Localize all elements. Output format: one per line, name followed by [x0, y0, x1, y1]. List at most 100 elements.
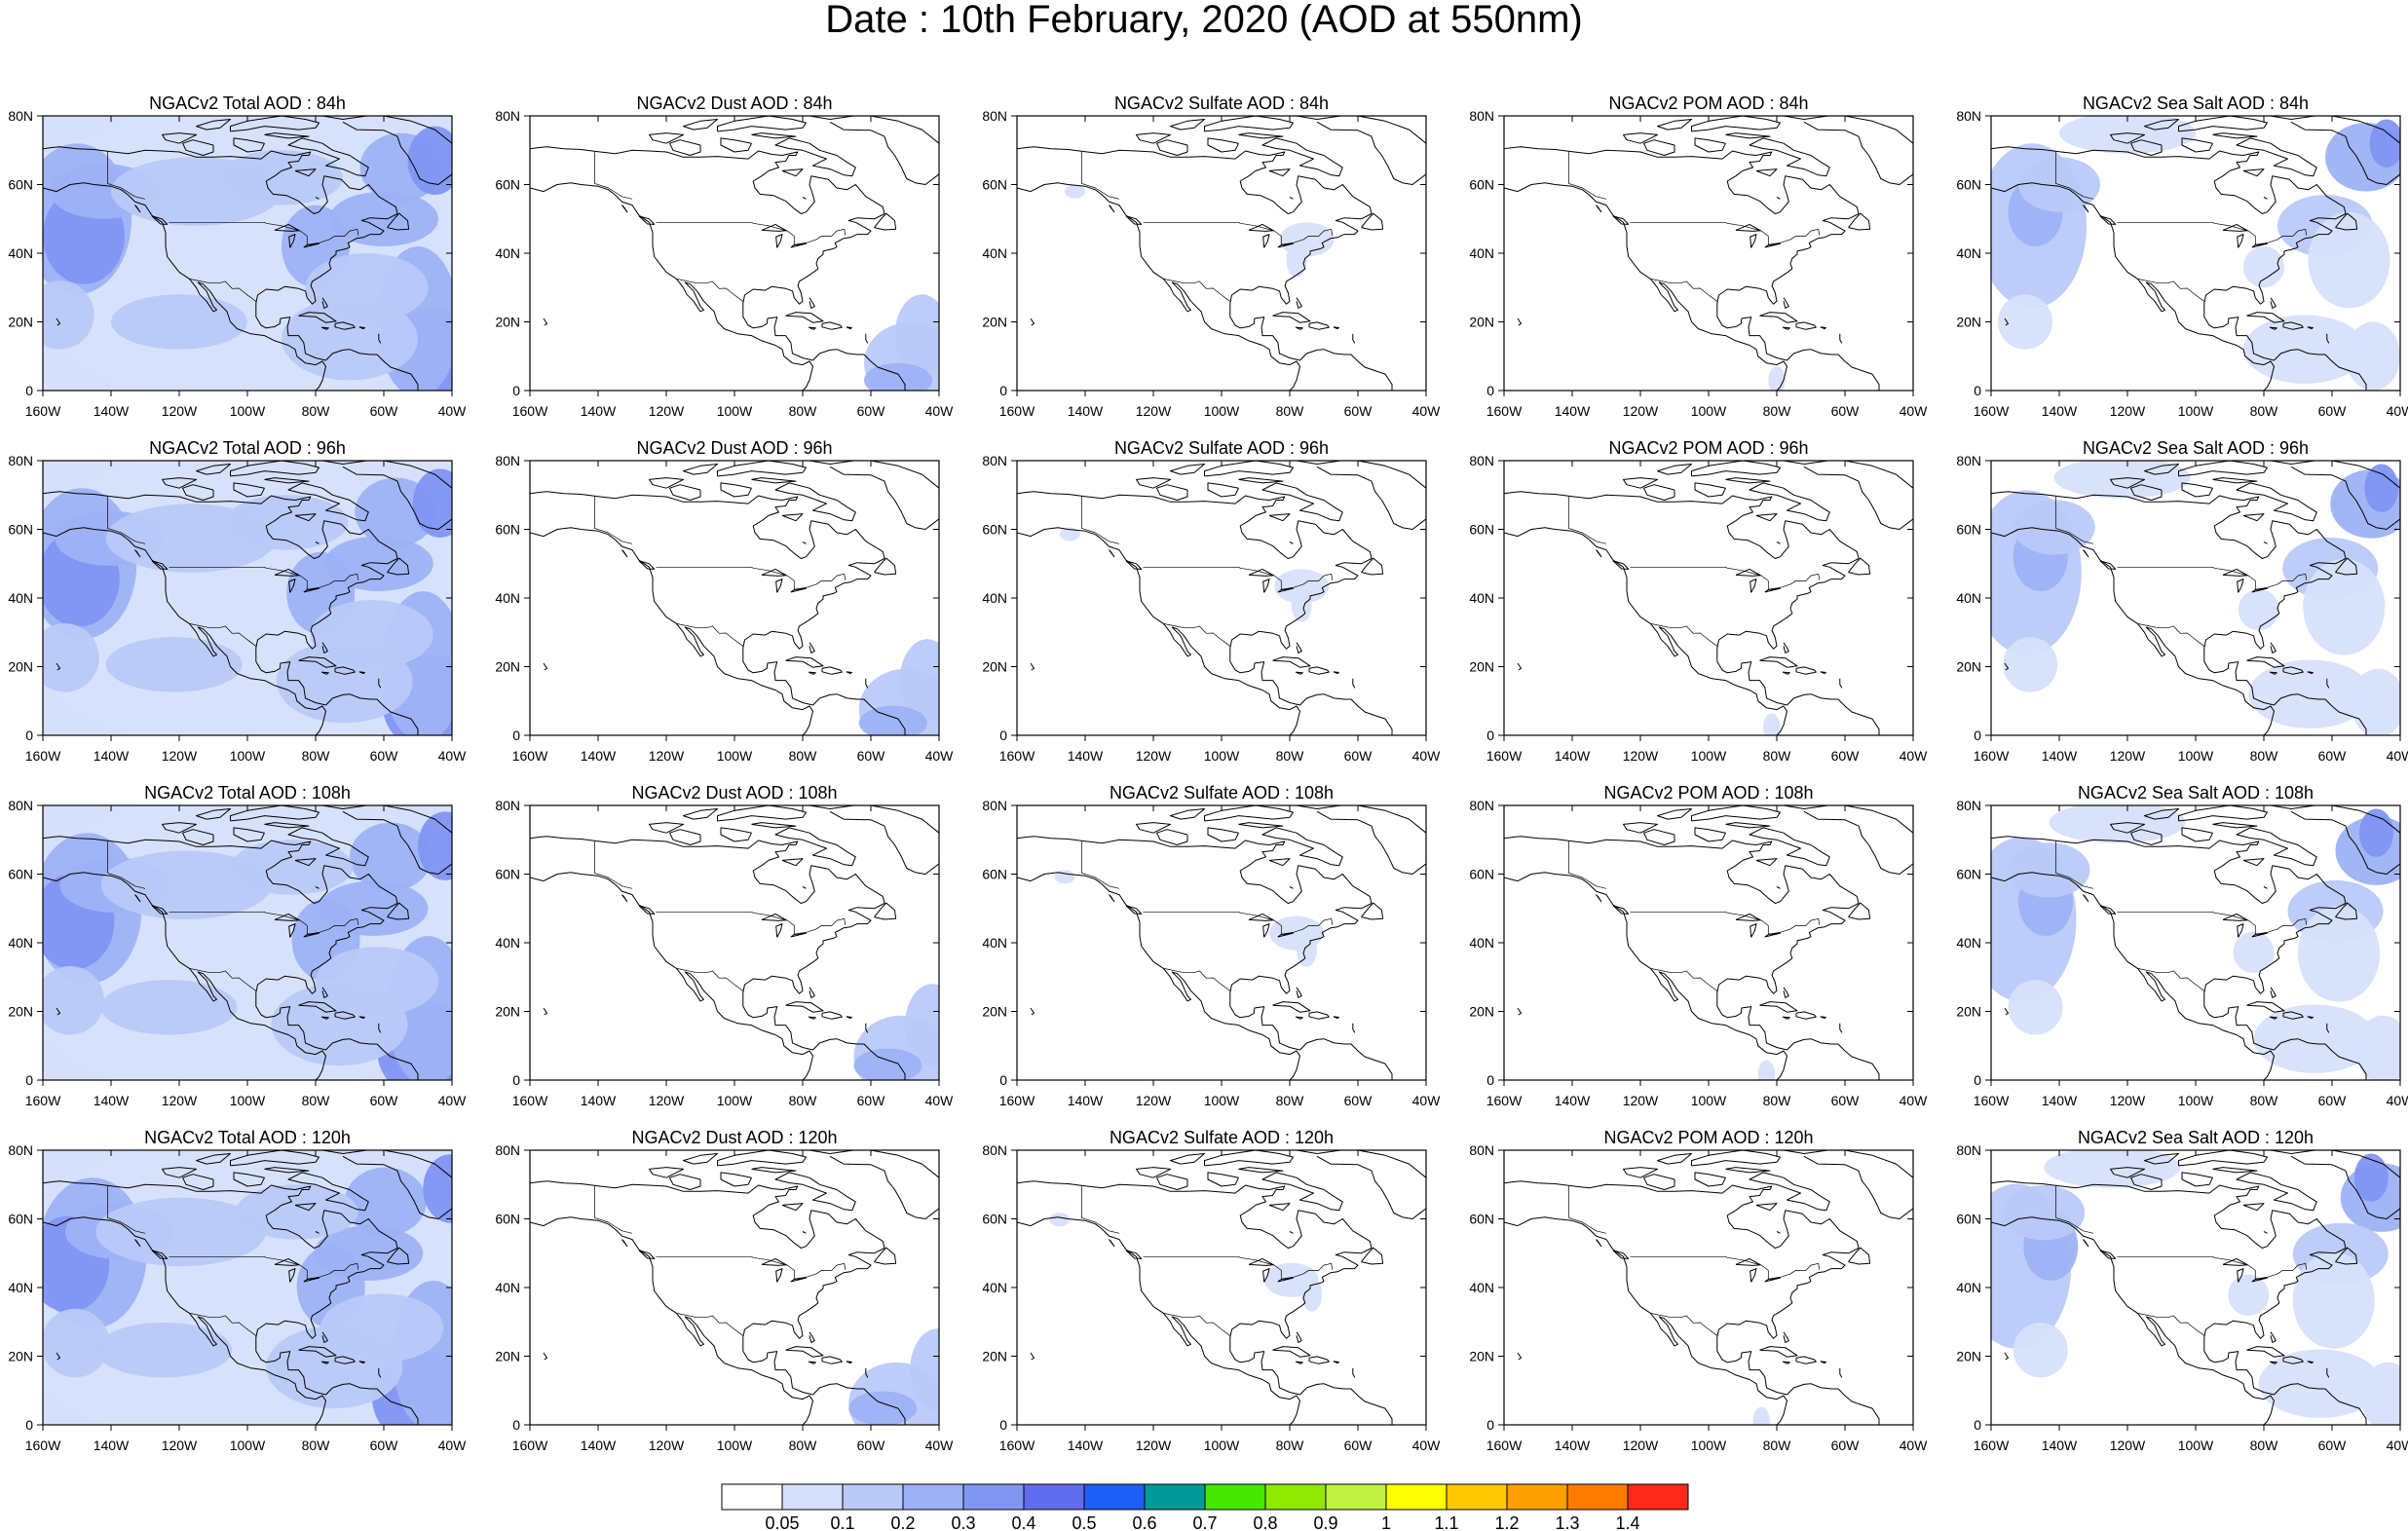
lon-tick-label: 100W: [1691, 1438, 1727, 1453]
map-panel: NGACv2 Total AOD : 84h 160W 140W 120W 100W 80…: [8, 93, 467, 419]
lat-tick-label: 60N: [8, 177, 33, 193]
lon-tick-label: 140W: [1555, 748, 1591, 764]
coastlines: [530, 805, 939, 1080]
pom-aod-field: [1757, 1060, 1776, 1080]
lat-tick-label: 0: [1486, 1417, 1494, 1433]
lon-tick-label: 80W: [1763, 403, 1792, 419]
lon-tick-label: 60W: [1344, 1093, 1373, 1108]
lat-tick-label: 80N: [495, 453, 520, 468]
lat-tick-label: 0: [999, 728, 1007, 743]
lat-tick-label: 60N: [495, 1212, 520, 1227]
lon-tick-label: 60W: [1831, 1093, 1861, 1108]
aod-blob: [1752, 1406, 1770, 1425]
panel-title: NGACv2 Sulfate AOD : 108h: [1110, 783, 1334, 803]
colorbar-label: 0.9: [1313, 1513, 1337, 1531]
lat-tick-label: 40N: [495, 1280, 520, 1295]
colorbar-label: 1.1: [1434, 1513, 1458, 1531]
map-panel: NGACv2 POM AOD : 120h 160W 140W 120W 100W 80W…: [1469, 1128, 1928, 1453]
lon-tick-label: 120W: [1623, 403, 1659, 419]
colorbar-swatch: [1023, 1483, 1085, 1511]
lon-tick-label: 80W: [789, 1093, 818, 1108]
lat-tick-label: 20N: [982, 1004, 1007, 1020]
colorbar-label: 0.05: [765, 1513, 799, 1531]
lon-tick-label: 140W: [1068, 1093, 1104, 1108]
lon-tick-label: 160W: [1974, 1438, 2010, 1453]
lat-tick-label: 40N: [8, 1280, 33, 1295]
panel-title: NGACv2 Dust AOD : 96h: [636, 438, 832, 458]
lat-tick-label: 0: [999, 383, 1007, 398]
lat-tick-label: 0: [25, 728, 33, 743]
lon-tick-label: 100W: [2178, 748, 2214, 764]
colorbar-swatch: [902, 1483, 964, 1511]
aod-blob: [899, 639, 939, 722]
colorbar-swatch: [1446, 1483, 1508, 1511]
colorbar-label: 0.5: [1072, 1513, 1096, 1531]
lon-tick-label: 60W: [2318, 1438, 2348, 1453]
lon-tick-label: 60W: [857, 403, 886, 419]
aod-blob: [1065, 184, 1085, 199]
total-aod-field: [43, 461, 452, 735]
lon-tick-label: 80W: [1276, 403, 1305, 419]
lat-tick-label: 40N: [495, 935, 520, 951]
map-area: [530, 805, 939, 1080]
colorbar-swatch: [781, 1483, 844, 1511]
lon-tick-label: 60W: [1344, 748, 1373, 764]
lon-tick-label: 60W: [370, 1093, 399, 1108]
lon-tick-label: 40W: [1412, 1438, 1442, 1453]
lat-tick-label: 80N: [495, 108, 520, 124]
lat-tick-label: 20N: [8, 1004, 33, 1020]
map-area: [1017, 116, 1426, 391]
lat-tick-label: 80N: [1469, 453, 1494, 468]
pom-aod-field: [1752, 1406, 1770, 1425]
lat-tick-label: 60N: [495, 867, 520, 882]
lon-tick-label: 100W: [717, 1093, 753, 1108]
lon-tick-label: 40W: [438, 1438, 468, 1453]
aod-blob: [350, 822, 432, 892]
aod-blob: [319, 880, 429, 936]
colorbar-label: 0.4: [1011, 1513, 1035, 1531]
lat-tick-label: 20N: [1469, 315, 1494, 330]
map-panel: NGACv2 Sea Salt AOD : 84h 160W 140W 120W 100…: [1956, 93, 2408, 419]
lon-tick-label: 160W: [25, 403, 61, 419]
lat-tick-label: 80N: [1956, 798, 1981, 813]
aod-blob: [43, 280, 94, 350]
lon-tick-label: 140W: [2042, 748, 2078, 764]
coastlines: [43, 1150, 452, 1425]
lat-tick-label: 40N: [1469, 590, 1494, 606]
lon-tick-label: 120W: [162, 1093, 198, 1108]
aod-blob: [225, 495, 349, 550]
lon-tick-label: 120W: [162, 748, 198, 764]
lon-tick-label: 120W: [2110, 1438, 2146, 1453]
aod-blob: [2369, 119, 2400, 168]
total-aod-field: [43, 805, 452, 1080]
lat-tick-label: 40N: [8, 245, 33, 261]
aod-blob: [1301, 1277, 1323, 1312]
map-area: [43, 805, 452, 1080]
lon-tick-label: 140W: [581, 403, 617, 419]
lat-tick-label: 60N: [982, 522, 1007, 538]
panel-title: NGACv2 Dust AOD : 84h: [636, 93, 832, 113]
lat-tick-label: 0: [512, 383, 520, 398]
aod-blob: [95, 1197, 267, 1267]
lon-tick-label: 40W: [2387, 1438, 2408, 1453]
colorbar-label: 1.2: [1494, 1513, 1519, 1531]
lat-tick-label: 40N: [982, 935, 1007, 951]
lon-tick-label: 60W: [370, 1438, 399, 1453]
lon-tick-label: 160W: [1974, 1093, 2010, 1108]
aod-blob: [2228, 1274, 2270, 1316]
lon-tick-label: 100W: [1204, 748, 1240, 764]
aod-blob: [111, 294, 247, 350]
lon-tick-label: 40W: [1900, 1093, 1929, 1108]
lat-tick-label: 80N: [8, 453, 33, 468]
aod-blob: [2253, 1004, 2377, 1073]
lat-tick-label: 20N: [982, 315, 1007, 330]
lon-tick-label: 120W: [1136, 1438, 1172, 1453]
coastlines: [43, 805, 452, 1080]
aod-blob: [1291, 587, 1312, 622]
lon-tick-label: 40W: [1412, 748, 1442, 764]
lat-tick-label: 0: [1486, 383, 1494, 398]
lon-tick-label: 40W: [2387, 1093, 2408, 1108]
aod-blob: [2013, 500, 2095, 555]
lon-tick-label: 60W: [2318, 1093, 2348, 1108]
map-area: [1991, 805, 2400, 1080]
